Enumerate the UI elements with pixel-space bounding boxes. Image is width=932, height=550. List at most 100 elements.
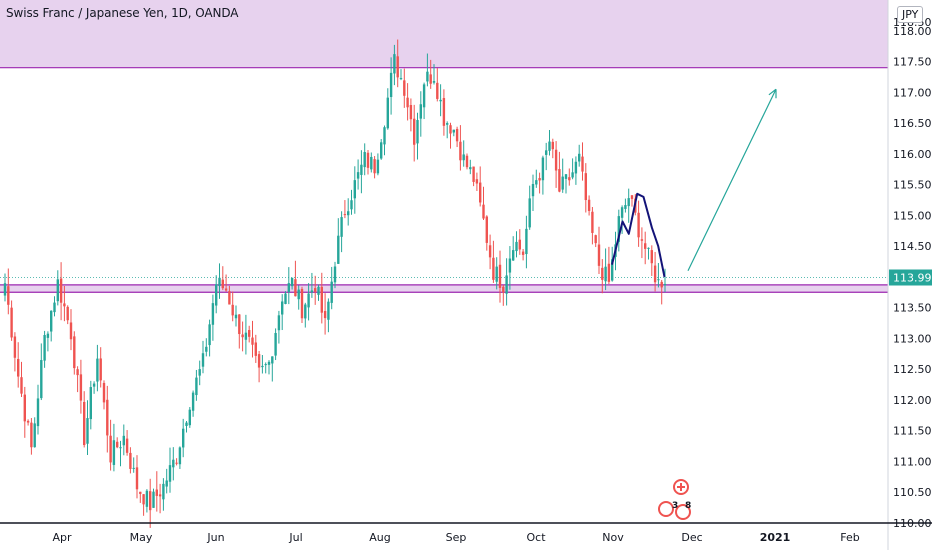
candle-body: [304, 304, 307, 319]
candle-body: [257, 354, 261, 368]
candles-layer: [3, 39, 667, 528]
candle-body: [347, 211, 350, 216]
time-label: Oct: [526, 531, 546, 544]
time-label: Sep: [446, 531, 467, 544]
currency-badge[interactable]: JPY: [897, 6, 924, 23]
candle-body: [439, 99, 442, 102]
candle-body: [396, 56, 399, 78]
candle-body: [515, 241, 518, 252]
candle-body: [485, 216, 488, 243]
candle-body: [310, 290, 314, 293]
candle-body: [624, 205, 627, 209]
candle-body: [462, 154, 465, 161]
candle-body: [284, 293, 287, 304]
candle-body: [653, 265, 657, 283]
candle-body: [518, 239, 521, 250]
candle-body: [327, 301, 330, 320]
candle-body: [611, 259, 614, 281]
candle-body: [102, 382, 106, 403]
candle-body: [23, 394, 26, 422]
candle-body: [33, 423, 36, 448]
candle-body: [300, 288, 304, 319]
head-shoulders-pattern: [611, 192, 666, 278]
candle-body: [191, 392, 195, 411]
candle-body: [175, 462, 178, 464]
candle-body: [561, 176, 564, 190]
candle-body: [224, 288, 228, 291]
price-label: 117.000: [893, 86, 932, 99]
candle-body: [459, 141, 462, 161]
candle-body: [211, 303, 215, 325]
candle-body: [89, 387, 92, 420]
candle-body: [591, 211, 594, 233]
zones-layer: [0, 0, 888, 293]
last-price-tag: [889, 269, 932, 286]
candle-body: [244, 332, 248, 340]
candle-body: [465, 155, 469, 168]
candle-body: [449, 125, 452, 134]
candle-body: [241, 334, 244, 338]
candle-body: [640, 239, 644, 241]
candle-body: [13, 336, 17, 358]
candle-body: [409, 105, 413, 120]
candle-body: [261, 365, 264, 368]
candle-body: [574, 161, 578, 174]
projection-arrow-head: [768, 88, 777, 99]
candle-body: [43, 335, 46, 361]
candle-body: [343, 214, 347, 216]
candle-body: [168, 465, 172, 482]
candle-body: [495, 266, 498, 282]
candle-body: [333, 266, 337, 283]
candle-body: [376, 159, 380, 174]
candle-body: [538, 178, 541, 181]
candle-body: [205, 346, 208, 352]
price-label: 111.000: [893, 455, 932, 468]
candle-body: [83, 401, 86, 446]
candle-body: [568, 177, 571, 181]
candle-body: [221, 279, 224, 289]
price-label: 113.000: [893, 332, 932, 345]
candle-body: [350, 200, 353, 210]
price-label: 110.000: [893, 517, 932, 530]
candle-body: [363, 152, 366, 168]
candle-body: [535, 180, 538, 185]
candle-body: [277, 315, 281, 331]
candle-body: [248, 330, 251, 337]
candle-body: [129, 452, 132, 469]
candle-body: [69, 322, 73, 340]
candle-body: [267, 361, 271, 365]
candle-body: [578, 153, 581, 162]
candle-body: [383, 127, 386, 145]
candle-body: [512, 250, 515, 261]
candle-body: [571, 172, 574, 178]
candle-body: [498, 264, 502, 288]
candle-body: [218, 277, 221, 287]
price-label: 117.500: [893, 56, 932, 69]
candle-body: [178, 447, 182, 465]
candle-body: [139, 491, 142, 494]
price-label: 115.000: [893, 209, 932, 222]
candle-body: [152, 491, 155, 508]
candle-body: [475, 179, 479, 184]
candle-body: [479, 182, 482, 203]
projection-arrow-line: [687, 88, 777, 271]
candle-body: [145, 490, 149, 507]
candle-body: [455, 128, 459, 142]
candle-body: [330, 281, 333, 303]
candle-body: [79, 374, 83, 401]
candle-body: [545, 150, 548, 155]
candle-body: [627, 198, 630, 207]
candle-body: [419, 104, 422, 119]
candle-body: [63, 303, 66, 307]
candle-body: [56, 279, 59, 302]
resistance-zone: [0, 0, 888, 68]
candle-body: [238, 314, 241, 335]
candle-body: [290, 277, 294, 287]
event-marker-a: [658, 501, 674, 517]
candle-body: [112, 440, 116, 465]
plus-glyph: [677, 483, 685, 491]
price-label: 116.000: [893, 148, 932, 161]
candle-body: [644, 243, 647, 249]
